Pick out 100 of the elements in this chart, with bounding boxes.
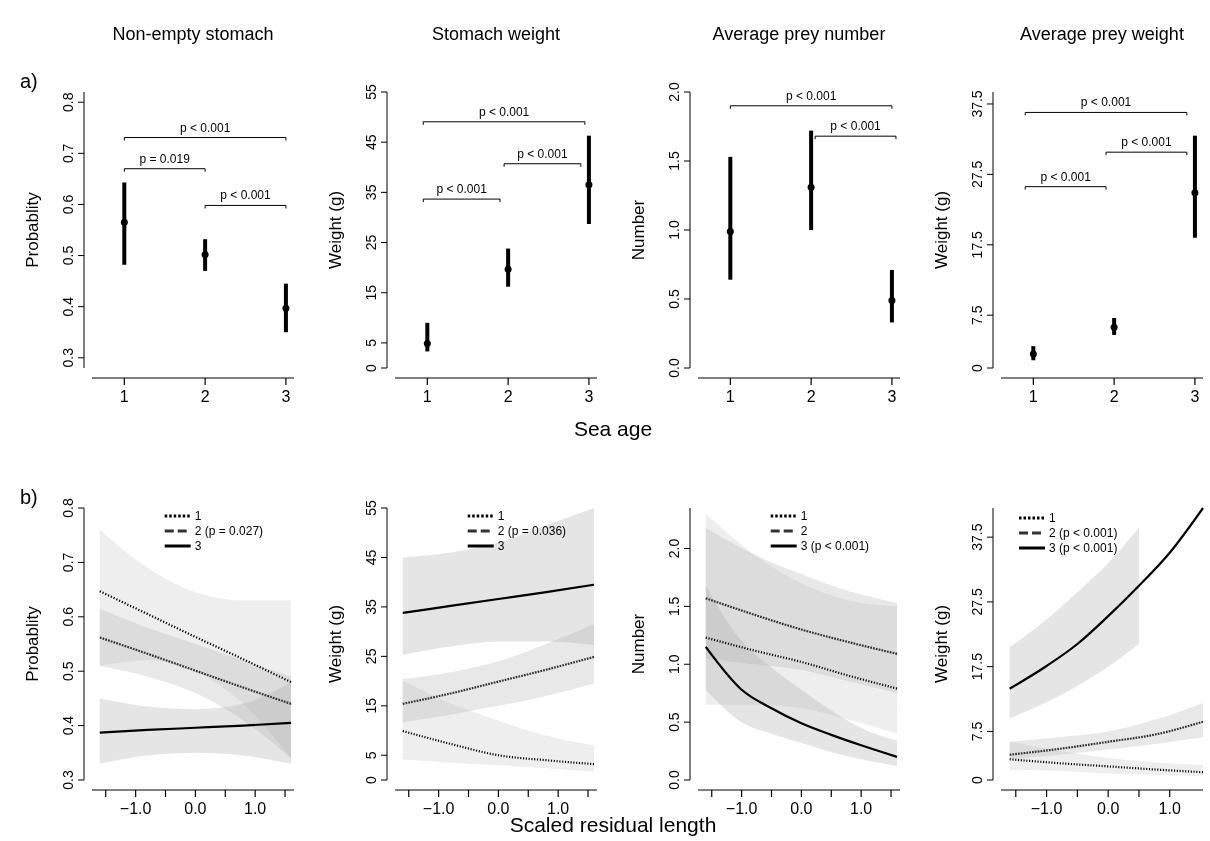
y-tick-label: 45: [363, 134, 379, 150]
y-tick-label: 35: [363, 598, 379, 615]
y-axis-title: Weight (g): [932, 190, 951, 270]
legend-label: 3: [194, 539, 202, 553]
y-tick-label: 55: [363, 84, 379, 100]
y-axis-title: Weight (g): [326, 604, 345, 684]
annotation: p < 0.001: [478, 104, 530, 119]
y-tick-label: 0.5: [60, 661, 76, 681]
y-tick-label: 1.0: [666, 220, 682, 240]
y-tick-label: 0.4: [60, 715, 76, 736]
point: [585, 181, 593, 189]
x-tick-label: 3: [281, 388, 291, 405]
chart-title: Average prey number: [712, 24, 886, 44]
chart-title: Stomach weight: [431, 24, 561, 44]
y-tick-label: 1.5: [666, 151, 682, 171]
y-tick-label: 27.5: [969, 160, 985, 188]
legend-label: 1: [800, 509, 808, 523]
x-tick-label: 1.0: [1158, 800, 1181, 817]
annotation: p < 0.001: [179, 120, 231, 135]
legend-label: 1: [194, 509, 202, 523]
line-series: [98, 636, 293, 705]
x-tick-label: 3: [584, 388, 594, 405]
y-tick-label: 2.0: [666, 538, 682, 559]
line-series: [98, 721, 293, 734]
x-tick-label: −1.0: [725, 800, 758, 817]
y-tick-label: 0.7: [60, 552, 76, 573]
annotation: p < 0.001: [220, 188, 272, 203]
y-tick-label: 2.0: [666, 82, 682, 102]
y-tick-label: 17.5: [969, 230, 985, 259]
x-tick-label: 1: [1028, 388, 1038, 405]
line-series: [1008, 758, 1205, 774]
y-tick-label: 7.5: [969, 721, 985, 742]
y-tick-label: 0.0: [666, 358, 682, 378]
annotation: p < 0.001: [830, 119, 882, 134]
y-tick-label: 0.0: [666, 770, 682, 790]
line-series: [401, 729, 596, 766]
annotation: p < 0.001: [785, 88, 837, 103]
y-tick-label: 0.5: [666, 289, 682, 309]
x-tick-label: 2: [503, 388, 513, 405]
point: [201, 251, 209, 259]
point: [423, 339, 431, 347]
line-series: [98, 590, 293, 684]
y-tick-label: 0.6: [60, 194, 76, 215]
legend-label: 1: [1049, 511, 1056, 525]
line-series: [1008, 720, 1205, 756]
annotation: p < 0.001: [517, 146, 568, 161]
x-tick-label: 0.0: [790, 800, 813, 817]
x-tick-label: −1.0: [119, 800, 152, 817]
point: [282, 304, 290, 312]
x-tick-label: 1: [422, 388, 432, 405]
y-tick-label: 37.5: [969, 90, 985, 118]
y-tick-label: 0.6: [60, 606, 76, 627]
line-series: [401, 655, 596, 705]
y-axis-title: Number: [629, 199, 648, 261]
line-series: [704, 645, 899, 758]
x-tick-label: −1.0: [422, 800, 455, 817]
x-tick-label: 2: [200, 388, 210, 405]
y-tick-label: 0.3: [60, 770, 76, 790]
annotation: p < 0.001: [1121, 135, 1172, 150]
legend-label: 2 (p = 0.036): [497, 524, 567, 538]
y-axis-title: Probablity: [23, 605, 42, 682]
y-tick-label: 55: [363, 500, 379, 516]
line-series: [1008, 506, 1205, 690]
y-tick-label: 5: [363, 751, 379, 760]
y-tick-label: 0.5: [666, 712, 682, 732]
x-tick-label: 2: [1109, 388, 1119, 405]
chart-title: Non-empty stomach: [112, 24, 274, 44]
y-tick-label: 1.0: [666, 654, 682, 674]
x-tick-label: 3: [887, 388, 897, 405]
y-tick-label: 25: [363, 648, 379, 665]
point: [120, 218, 128, 226]
y-tick-label: 17.5: [969, 652, 985, 681]
y-tick-label: 0.4: [60, 296, 76, 317]
x-tick-label: −1.0: [1030, 800, 1063, 817]
point: [807, 183, 815, 191]
point: [1191, 189, 1199, 197]
line-series: [401, 583, 596, 614]
y-tick-label: 15: [363, 697, 379, 714]
line-series: [704, 597, 899, 655]
y-tick-label: 5: [363, 338, 379, 347]
legend-label: 2 (p = 0.027): [194, 524, 264, 538]
point: [888, 296, 896, 304]
legend-label: 3: [497, 539, 505, 553]
point: [1110, 323, 1118, 331]
x-tick-label: 1: [725, 388, 735, 405]
legend-label: 1: [497, 509, 505, 523]
y-tick-label: 7.5: [969, 305, 985, 325]
y-tick-label: 0.5: [60, 245, 76, 266]
y-tick-label: 0: [363, 775, 379, 784]
text: b): [20, 486, 38, 508]
y-tick-label: 0.7: [60, 143, 76, 164]
y-axis-title: Number: [629, 613, 648, 675]
annotation: p < 0.001: [1080, 95, 1132, 110]
y-tick-label: 0: [969, 775, 985, 784]
y-tick-label: 0.8: [60, 92, 76, 112]
annotation: p < 0.001: [436, 182, 488, 197]
x-tick-label: 3: [1190, 388, 1200, 405]
point: [726, 227, 734, 235]
y-axis-title: Weight (g): [932, 604, 951, 684]
legend-label: 2 (p < 0.001): [1049, 526, 1118, 540]
